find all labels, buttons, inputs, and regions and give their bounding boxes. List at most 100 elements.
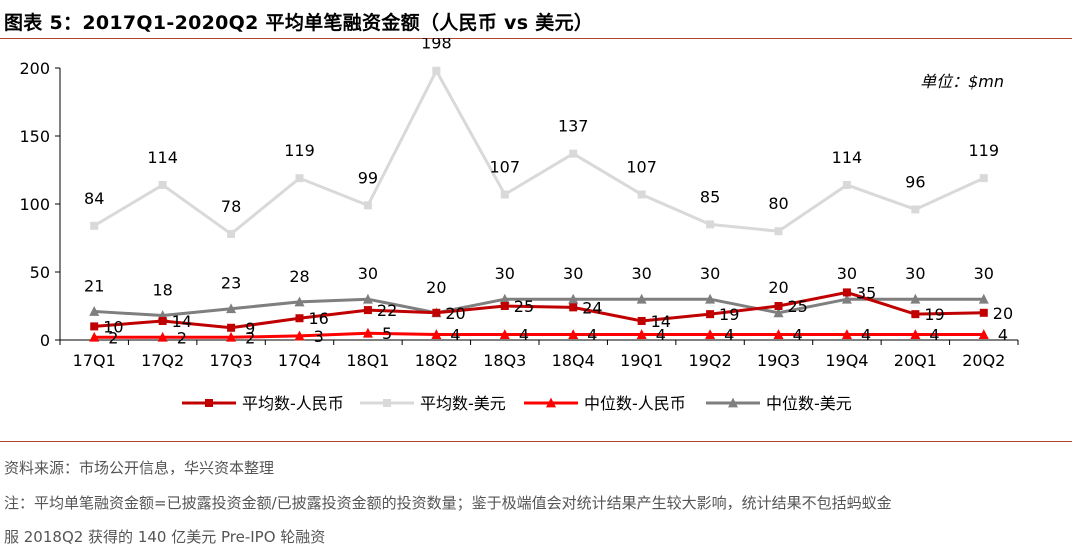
figure-title: 图表 5：2017Q1-2020Q2 平均单笔融资金额（人民币 vs 美元） bbox=[4, 12, 594, 34]
x-tick-label: 17Q3 bbox=[210, 351, 253, 370]
data-label: 35 bbox=[856, 283, 876, 302]
data-point bbox=[90, 322, 99, 331]
data-label: 4 bbox=[998, 326, 1008, 345]
data-point bbox=[569, 149, 578, 158]
x-tick-label: 18Q4 bbox=[552, 351, 595, 370]
data-label: 30 bbox=[700, 264, 720, 283]
data-point bbox=[158, 316, 167, 325]
line-chart: 0 50 100 150 200 17Q1 17Q2 17Q3 17Q4 18Q1 18Q2 18Q3… bbox=[19, 38, 1019, 413]
series-line bbox=[93, 67, 985, 236]
data-point bbox=[158, 180, 167, 189]
data-point bbox=[500, 302, 509, 310]
x-tick-label: 19Q2 bbox=[689, 351, 732, 370]
data-label: 107 bbox=[490, 157, 521, 176]
data-label: 4 bbox=[861, 326, 871, 345]
data-label: 28 bbox=[289, 267, 309, 286]
data-label: 114 bbox=[147, 148, 178, 167]
data-label: 198 bbox=[421, 38, 452, 53]
data-point bbox=[295, 314, 304, 323]
data-label: 10 bbox=[103, 317, 123, 336]
data-point bbox=[637, 190, 646, 199]
data-point bbox=[295, 174, 304, 183]
x-tick-label: 20Q1 bbox=[894, 351, 937, 370]
data-point bbox=[774, 227, 783, 236]
data-label: 24 bbox=[582, 298, 602, 317]
data-point bbox=[432, 66, 441, 75]
data-label: 99 bbox=[358, 168, 378, 187]
series-line bbox=[94, 331, 984, 339]
data-label: 3 bbox=[314, 327, 324, 346]
data-label: 20 bbox=[993, 304, 1013, 323]
data-label: 4 bbox=[656, 326, 666, 345]
data-label: 30 bbox=[631, 264, 651, 283]
data-point bbox=[362, 327, 373, 338]
data-point bbox=[636, 329, 647, 339]
chart-legend: 平均数-人民币 平均数-美元 中位数-人民币 中位数-美元 bbox=[182, 394, 852, 413]
y-tick-label: 150 bbox=[19, 127, 50, 146]
data-point bbox=[910, 293, 921, 304]
data-label: 78 bbox=[221, 197, 241, 216]
legend-label: 平均数-人民币 bbox=[242, 394, 344, 413]
y-tick-label: 200 bbox=[19, 59, 50, 78]
data-point bbox=[910, 329, 921, 339]
legend-swatch-marker bbox=[546, 397, 556, 408]
data-point bbox=[705, 329, 716, 339]
data-point bbox=[568, 329, 579, 339]
data-label: 30 bbox=[837, 264, 857, 283]
data-point bbox=[499, 329, 510, 339]
data-point bbox=[978, 293, 989, 304]
data-label: 25 bbox=[787, 297, 807, 316]
data-point bbox=[706, 310, 715, 319]
data-point bbox=[157, 331, 168, 342]
x-tick-label: 19Q3 bbox=[757, 351, 800, 370]
x-tick-label: 17Q4 bbox=[278, 351, 321, 370]
data-point bbox=[705, 293, 716, 304]
legend-swatch-marker bbox=[728, 397, 738, 408]
x-tick-label: 18Q1 bbox=[346, 351, 389, 370]
data-point bbox=[294, 330, 305, 341]
data-label: 85 bbox=[700, 187, 720, 206]
title-divider bbox=[0, 38, 1072, 39]
x-tick-label: 17Q1 bbox=[73, 351, 116, 370]
data-label: 19 bbox=[924, 305, 944, 324]
chart-axes: 0 50 100 150 200 17Q1 17Q2 17Q3 17Q4 18Q1 18Q2 18Q3… bbox=[19, 59, 1019, 370]
data-point bbox=[911, 205, 920, 214]
data-point bbox=[500, 190, 509, 199]
data-label: 96 bbox=[905, 172, 925, 191]
data-point bbox=[89, 331, 100, 342]
footnote-line-1: 注：平均单笔融资金额=已披露投资金额/已披露投资金额的投资数量；鉴于极端值会对统… bbox=[4, 494, 892, 512]
data-label: 30 bbox=[358, 264, 378, 283]
data-point bbox=[841, 329, 852, 339]
data-label: 30 bbox=[905, 264, 925, 283]
data-label: 5 bbox=[382, 324, 392, 343]
x-tick-label: 19Q4 bbox=[825, 351, 868, 370]
data-point bbox=[978, 329, 989, 339]
x-tick-label: 17Q2 bbox=[141, 351, 184, 370]
data-point bbox=[226, 331, 237, 342]
footnote-line-2: 服 2018Q2 获得的 140 亿美元 Pre-IPO 轮融资 bbox=[4, 528, 326, 546]
data-label: 4 bbox=[450, 326, 460, 345]
data-point bbox=[637, 316, 646, 325]
data-label: 30 bbox=[495, 264, 515, 283]
x-tick-label: 19Q1 bbox=[620, 351, 663, 370]
data-label: 20 bbox=[445, 304, 465, 323]
data-label: 19 bbox=[719, 305, 739, 324]
legend-label: 平均数-美元 bbox=[420, 394, 506, 413]
data-point bbox=[362, 293, 373, 304]
data-point bbox=[569, 303, 578, 312]
unit-note: 单位：$mn bbox=[920, 72, 1004, 91]
data-label: 18 bbox=[152, 281, 172, 300]
data-label: 20 bbox=[768, 278, 788, 297]
data-point bbox=[363, 306, 372, 315]
data-point bbox=[89, 306, 100, 316]
chart-series bbox=[89, 66, 989, 342]
x-tick-label: 18Q3 bbox=[483, 351, 526, 370]
data-point bbox=[294, 296, 305, 307]
data-label: 4 bbox=[587, 326, 597, 345]
data-label: 4 bbox=[724, 326, 734, 345]
legend-label: 中位数-美元 bbox=[766, 394, 852, 413]
data-label: 16 bbox=[308, 309, 328, 328]
data-point bbox=[979, 308, 988, 317]
data-point bbox=[227, 229, 236, 238]
data-label: 2 bbox=[245, 328, 255, 347]
